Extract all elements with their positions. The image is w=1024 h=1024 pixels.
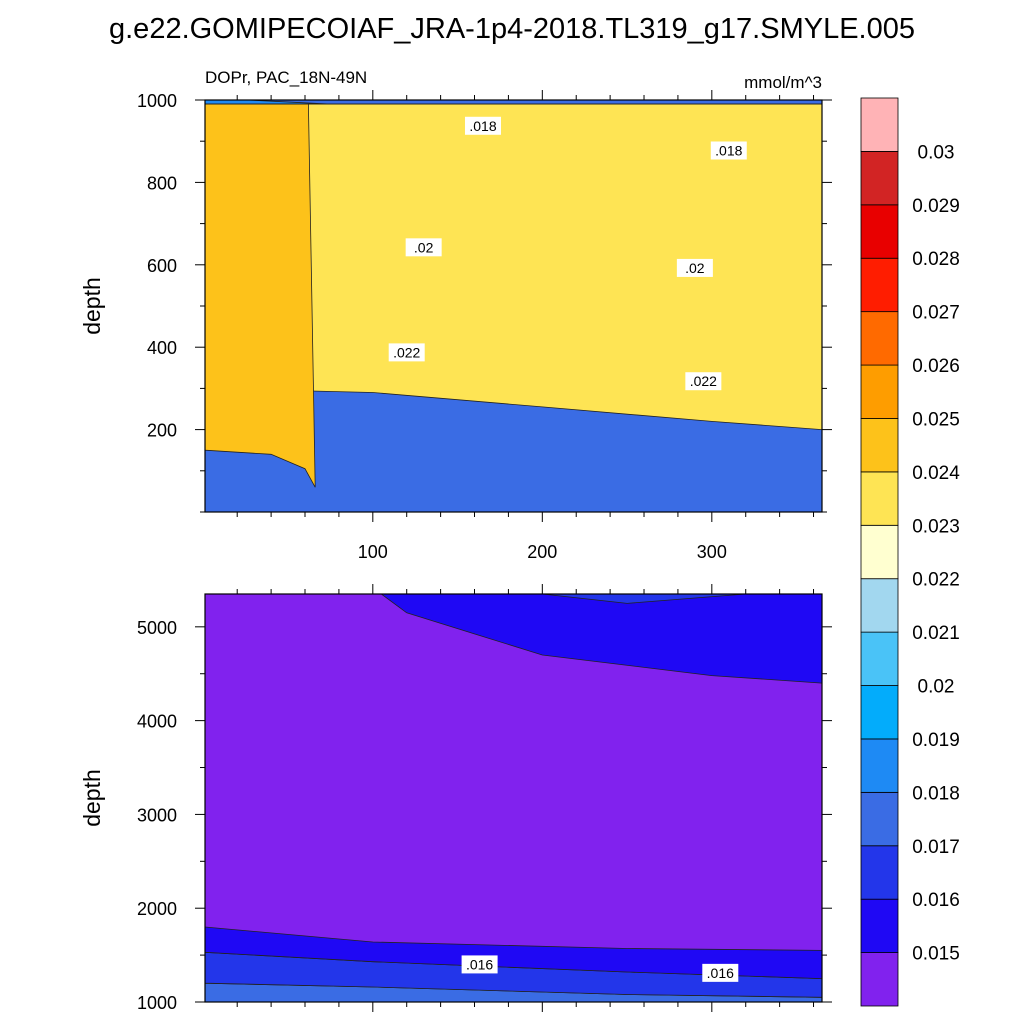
colorbar-label: 0.024 — [912, 463, 960, 484]
top-panel-left-title: DOPr, PAC_18N-49N — [205, 68, 367, 87]
y-tick-label: 200 — [147, 421, 177, 441]
contour-band — [205, 926, 822, 980]
svg-text:.016: .016 — [466, 956, 493, 972]
contour-fills — [205, 100, 822, 512]
svg-text:.018: .018 — [469, 118, 496, 134]
contour-line-label: .022 — [685, 372, 722, 391]
colorbar-swatch — [860, 471, 899, 526]
colorbar-label: 0.017 — [912, 837, 960, 858]
colorbar-swatch — [860, 845, 899, 900]
colorbar-label: 0.028 — [912, 249, 960, 270]
contour-band — [205, 103, 316, 488]
x-tick-label: 200 — [527, 542, 557, 562]
y-tick-label: 4000 — [137, 712, 177, 732]
colorbar-swatch — [860, 204, 899, 259]
contour-line-label: .02 — [405, 238, 442, 257]
colorbar-swatch — [860, 791, 899, 847]
contour-line-label: .018 — [464, 116, 501, 135]
contour-line-label: .02 — [676, 258, 713, 277]
colorbar-swatch — [860, 257, 899, 313]
y-tick-label: 2000 — [137, 899, 177, 919]
y-tick-label: 1000 — [137, 91, 177, 111]
contour-band — [380, 594, 822, 684]
colorbar-label: 0.021 — [912, 623, 960, 644]
colorbar-swatch — [860, 738, 899, 793]
colorbar-swatch — [860, 418, 899, 473]
svg-text:.02: .02 — [685, 260, 705, 276]
colorbar-swatch — [860, 97, 899, 152]
colorbar-swatch — [860, 578, 899, 633]
colorbar-swatch — [860, 364, 899, 419]
contour-line-label: .018 — [710, 141, 747, 160]
colorbar-label: 0.015 — [912, 944, 960, 965]
contour-line-label: .022 — [388, 343, 425, 362]
top-panel-units: mmol/m^3 — [744, 73, 822, 92]
colorbar-swatch — [860, 685, 899, 740]
y-tick-label: 3000 — [137, 805, 177, 825]
y-tick-label: 600 — [147, 256, 177, 276]
colorbar-swatch — [860, 311, 899, 366]
colorbar-swatch — [860, 898, 899, 953]
x-tick-label: 300 — [697, 542, 727, 562]
contour-line-label: .016 — [702, 963, 739, 982]
colorbar-label: 0.018 — [912, 783, 960, 804]
colorbar-label: 0.026 — [912, 356, 960, 377]
colorbar-swatch — [860, 631, 899, 686]
x-tick-label: 100 — [358, 542, 388, 562]
colorbar-swatch — [860, 151, 899, 206]
colorbar-label: 0.016 — [912, 890, 960, 911]
svg-text:.016: .016 — [707, 965, 734, 981]
colorbar-label: 0.025 — [912, 409, 960, 430]
colorbar-label: 0.022 — [912, 570, 960, 591]
y-tick-label: 5000 — [137, 618, 177, 638]
y-tick-label: 1000 — [137, 993, 177, 1013]
bottom-panel-ylabel: depth — [79, 769, 105, 827]
colorbar-label: 0.027 — [912, 303, 960, 324]
contour-fills — [205, 594, 822, 1002]
top-panel-ylabel: depth — [79, 277, 105, 335]
top-panel: DOPr, PAC_18N-49N mmol/m^3 depth .022.02… — [79, 68, 832, 562]
figure-title: g.e22.GOMIPECOIAF_JRA-1p4-2018.TL319_g17… — [109, 13, 915, 45]
colorbar-label: 0.023 — [912, 516, 960, 537]
plot-frame — [204, 593, 823, 1003]
svg-text:.018: .018 — [715, 143, 742, 159]
contour-band — [542, 594, 746, 604]
colorbar-swatch — [860, 952, 899, 1007]
y-tick-label: 800 — [147, 173, 177, 193]
colorbar: 0.015 0.016 0.017 0.018 0.019 0.02 0.021 0.022 0… — [860, 97, 960, 1007]
colorbar-label: 0.03 — [918, 142, 955, 163]
svg-text:.02: .02 — [414, 239, 434, 255]
bottom-panel-plot: .016 .016 1000 2000 3000 4000 5000 — [137, 584, 832, 1013]
svg-text:.022: .022 — [393, 344, 420, 360]
colorbar-label: 0.029 — [912, 196, 960, 217]
colorbar-label: 0.02 — [918, 677, 955, 698]
y-tick-label: 400 — [147, 338, 177, 358]
svg-text:.022: .022 — [690, 373, 717, 389]
colorbar-swatch — [860, 524, 899, 580]
bottom-panel: depth .016 .016 1000 2000 3000 4000 5000 — [79, 584, 832, 1013]
colorbar-label: 0.019 — [912, 730, 960, 751]
contour-line-label: .016 — [461, 955, 498, 974]
top-panel-plot: .022 .022 .02 .02 .018 .018 100 200 300 200 400 600… — [137, 90, 832, 562]
